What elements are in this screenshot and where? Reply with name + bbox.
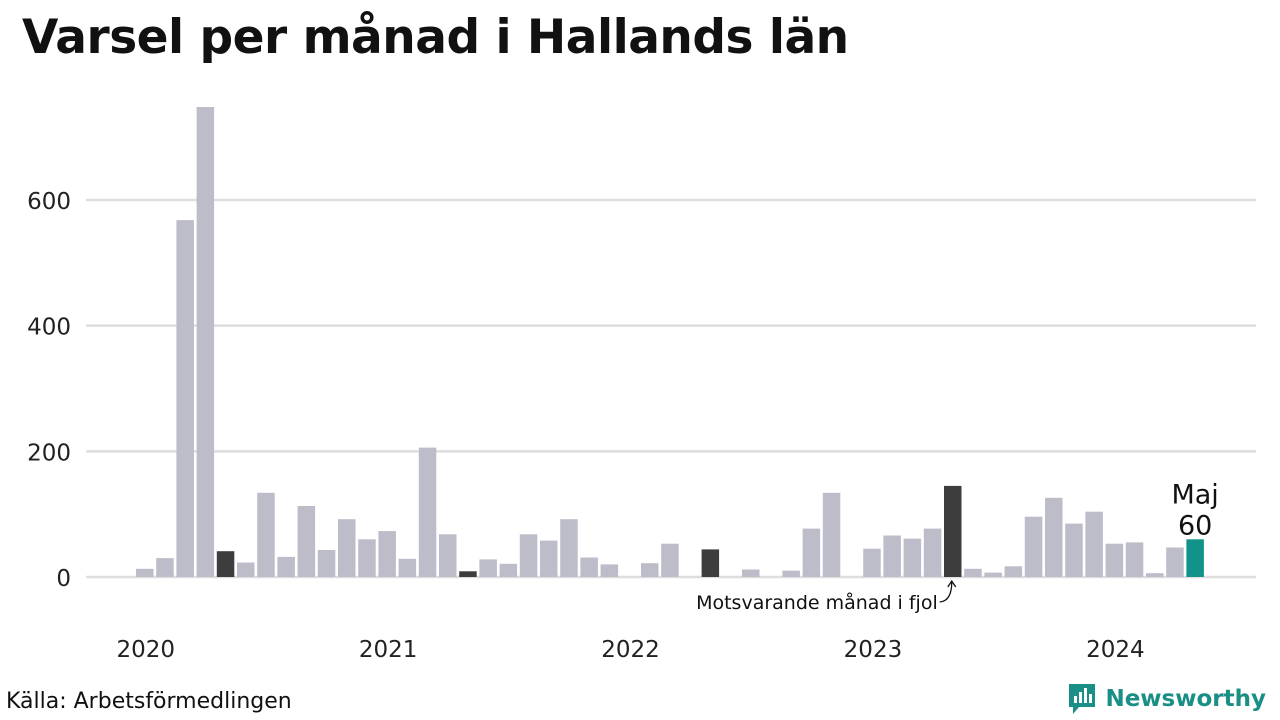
bar-2021-10 [560,519,578,577]
x-tick-label: 2023 [844,637,903,663]
bar-2024-01 [1105,543,1124,577]
bar-2021-09 [540,540,558,577]
bar-2020-09 [297,506,316,577]
bar-2022-02 [641,563,659,577]
bar-2023-03 [903,538,922,577]
brand-logo: Newsworthy [1067,682,1266,716]
y-tick-label: 400 [27,315,71,341]
bar-2023-05 [944,485,962,577]
chart-title: Varsel per månad i Hallands län [22,10,849,65]
bar-2020-11 [338,519,356,577]
bar-2023-02 [883,535,901,577]
bar-2021-06 [479,559,497,577]
bar-2023-07 [984,572,1002,577]
bar-2021-08 [519,534,538,577]
bar-2021-04 [439,534,457,577]
bar-2020-08 [277,556,295,577]
bar-2024-03 [1146,573,1164,577]
x-tick-label: 2024 [1086,637,1145,663]
y-tick-label: 0 [56,566,71,592]
bar-2022-11 [822,492,841,577]
bar-2022-07 [742,569,760,577]
bar-2021-07 [499,563,518,577]
annotations: Maj 60 Motsvarande månad i fjol [696,479,1219,614]
bar-2020-02 [156,558,174,577]
x-tick-label: 2020 [116,637,175,663]
brand-name: Newsworthy [1105,686,1266,712]
bar-2023-06 [964,568,982,577]
bar-2020-07 [257,492,275,577]
bar-2024-05 [1186,539,1204,577]
bar-2020-03 [176,220,194,577]
bar-2022-05 [701,549,720,577]
bar-2023-11 [1065,523,1083,577]
annotation-arrow [939,579,957,603]
bar-2021-01 [378,531,396,577]
current-month-label: Maj [1171,479,1218,510]
bar-2020-01 [136,568,154,577]
y-tick-label: 600 [27,189,71,215]
y-axis-tick-labels: 0 200 400 600 [27,189,71,592]
bar-2023-10 [1045,497,1063,577]
bar-2020-06 [237,562,255,577]
bar-2021-12 [600,564,619,577]
bar-2021-05 [459,571,477,577]
bar-2022-09 [782,570,800,577]
bars [136,107,1204,577]
bar-2023-04 [923,528,942,577]
current-value-label: 60 [1178,510,1212,541]
bar-2022-03 [661,543,679,577]
bar-2023-08 [1004,566,1023,577]
x-tick-label: 2022 [601,637,660,663]
bar-2020-04 [196,107,215,577]
bar-2023-01 [863,548,881,577]
bar-2022-10 [802,528,821,577]
bar-2021-03 [418,447,437,577]
bar-2020-12 [358,539,376,577]
bar-2024-04 [1166,547,1184,577]
x-axis-tick-labels: 2020 2021 2022 2023 2024 [116,637,1144,663]
bar-2023-09 [1024,516,1043,577]
x-tick-label: 2021 [359,637,418,663]
y-tick-label: 200 [27,440,71,466]
source-note: Källa: Arbetsförmedlingen [6,689,292,714]
bar-2020-05 [216,551,235,577]
bar-2024-02 [1125,542,1144,577]
bar-2021-11 [580,557,598,577]
newsworthy-logo-icon [1069,684,1096,714]
bar-2020-10 [317,550,336,577]
bar-2023-12 [1085,511,1103,577]
same-month-annotation: Motsvarande månad i fjol [696,591,938,614]
bar-2021-02 [398,558,417,577]
